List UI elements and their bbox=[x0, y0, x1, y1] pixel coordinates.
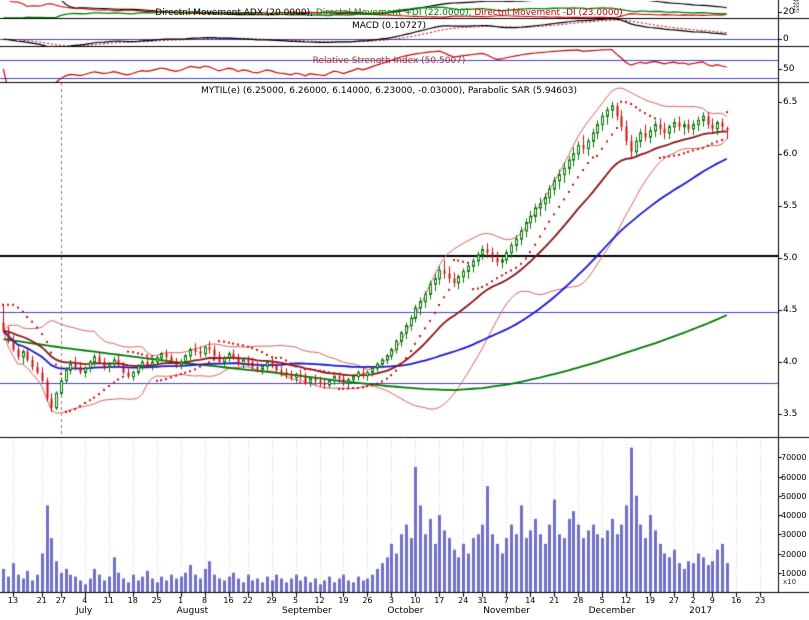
chart-canvas[interactable] bbox=[0, 0, 809, 620]
chart-window: Directnl Movement ADX (20.0000), Directn… bbox=[0, 0, 809, 620]
